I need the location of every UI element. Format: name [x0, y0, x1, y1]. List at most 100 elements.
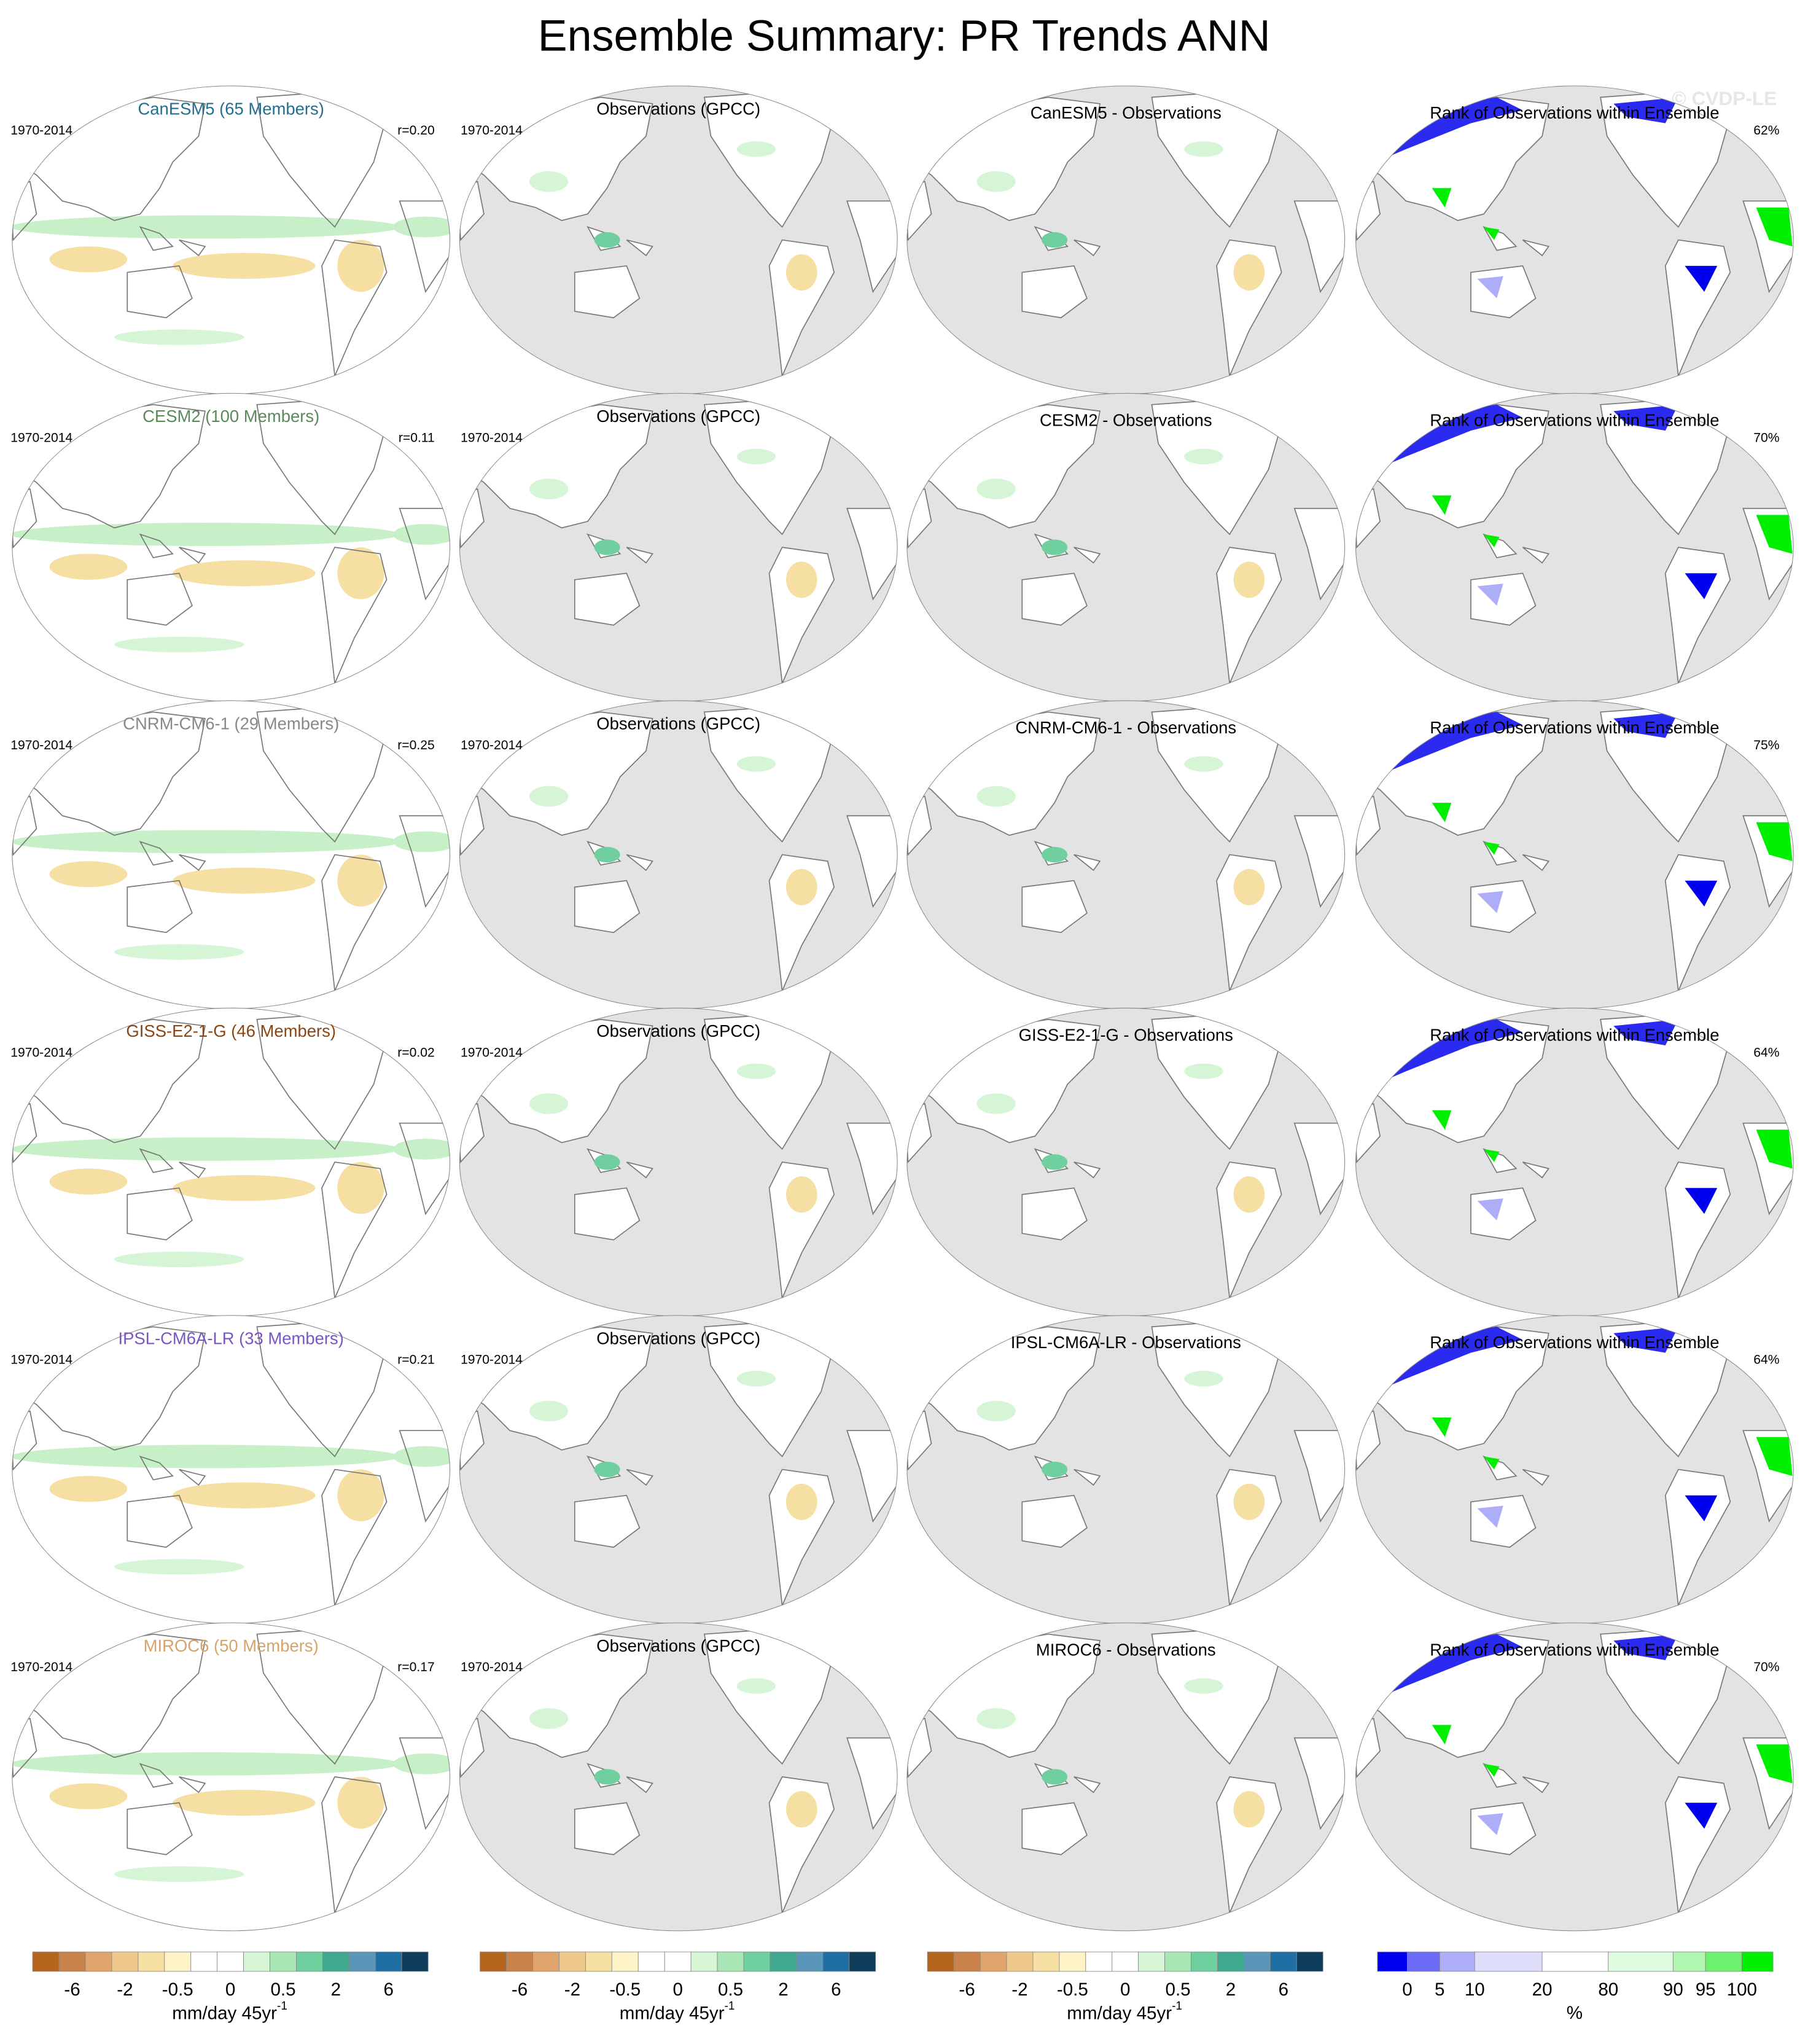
map-panel	[10, 1315, 458, 1624]
period: 1970-2014	[10, 123, 72, 138]
colorbar-box	[32, 1951, 60, 1972]
colorbar-box	[849, 1951, 876, 1972]
colorbar-box	[243, 1951, 270, 1972]
map-panel	[458, 1008, 899, 1317]
colorbar-box	[1191, 1951, 1218, 1972]
colorbar-box	[953, 1951, 981, 1972]
colorbar-box	[506, 1951, 533, 1972]
obs-title: Observations (GPCC)	[596, 1636, 760, 1655]
colorbar-box	[138, 1951, 165, 1972]
obs-title: Observations (GPCC)	[596, 1021, 760, 1040]
colorbar-box	[1439, 1951, 1475, 1972]
colorbar-box	[559, 1951, 586, 1972]
map-panel	[10, 1008, 458, 1317]
colorbar-box	[375, 1951, 402, 1972]
map-panel	[905, 393, 1346, 702]
colorbar-box	[796, 1951, 824, 1972]
colorbar-tick-label: 6	[1279, 1980, 1288, 2000]
colorbar-tick-label: 80	[1598, 1980, 1618, 2000]
colorbar-box	[270, 1951, 297, 1972]
colorbar-box	[1672, 1951, 1706, 1972]
obs-period: 1970-2014	[461, 738, 523, 752]
colorbar-tick-label: -2	[564, 1980, 580, 2000]
obs-title: Observations (GPCC)	[596, 99, 760, 119]
map-panel	[905, 700, 1346, 1009]
diff-title: GISS-E2-1-G - Observations	[1019, 1025, 1233, 1044]
colorbar-tick-label: -0.5	[1057, 1980, 1088, 2000]
period: 1970-2014	[10, 738, 72, 752]
diff-title: CESM2 - Observations	[1040, 411, 1212, 430]
colorbar-box	[480, 1951, 507, 1972]
obs-title: Observations (GPCC)	[596, 1329, 760, 1348]
colorbar-tick-label: 0	[672, 1980, 682, 2000]
colorbar-box	[1112, 1951, 1139, 1972]
model-title: CNRM-CM6-1 (29 Members)	[123, 714, 339, 733]
colorbar-box	[1407, 1951, 1440, 1972]
colorbar-box	[1541, 1951, 1609, 1972]
unit-text: mm/day 45yr	[172, 2003, 277, 2023]
colorbar-box	[190, 1951, 218, 1972]
model-title: IPSL-CM6A-LR (33 Members)	[118, 1329, 343, 1348]
map-panel	[458, 1315, 899, 1624]
colorbar-unit: mm/day 45yr-1	[1067, 2000, 1182, 2023]
colorbar-tick-label: -6	[959, 1980, 975, 2000]
obs-period: 1970-2014	[461, 431, 523, 445]
colorbar-tick-label: 0	[1120, 1980, 1130, 2000]
colorbar-box	[1269, 1951, 1297, 1972]
unit-text: mm/day 45yr	[1067, 2003, 1172, 2023]
colorbar-tick-label: -0.5	[609, 1980, 641, 2000]
colorbar-tick-label: -0.5	[162, 1980, 193, 2000]
colorbar-tick-label: -6	[512, 1980, 528, 2000]
colorbar-box	[585, 1951, 612, 1972]
map-panel	[905, 85, 1346, 394]
colorbar-box	[611, 1951, 639, 1972]
colorbar-tick-label: 6	[384, 1980, 394, 2000]
period: 1970-2014	[10, 1660, 72, 1674]
colorbar-box	[1741, 1951, 1774, 1972]
rank-percent: 62%	[1753, 123, 1779, 138]
colorbar-unit: %	[1567, 2003, 1583, 2023]
unit-exponent: -1	[725, 2000, 735, 2013]
model-title: MIROC6 (50 Members)	[144, 1636, 319, 1655]
colorbar-tick-label: 0.5	[1166, 1980, 1191, 2000]
colorbar-box	[1608, 1951, 1674, 1972]
rank-title: Rank of Observations within Ensemble	[1430, 718, 1719, 737]
colorbar-box	[770, 1951, 797, 1972]
map-panel	[10, 85, 458, 394]
rank-title: Rank of Observations within Ensemble	[1430, 1640, 1719, 1659]
rank-percent: 64%	[1753, 1353, 1779, 1367]
map-panel	[1354, 393, 1795, 702]
colorbar-tick-label: 0.5	[270, 1980, 295, 2000]
colorbar-box	[717, 1951, 744, 1972]
colorbar-tick-label: 95	[1696, 1980, 1716, 2000]
figure-title: Ensemble Summary: PR Trends ANN	[538, 11, 1271, 60]
map-panel	[458, 393, 899, 702]
map-panel	[1354, 1623, 1795, 1932]
map-panel	[905, 1623, 1346, 1932]
obs-period: 1970-2014	[461, 1660, 523, 1674]
colorbar-box	[58, 1951, 86, 1972]
map-panel	[905, 1315, 1346, 1624]
colorbar-box	[1244, 1951, 1271, 1972]
map-panel	[458, 85, 899, 394]
colorbar-box	[664, 1951, 692, 1972]
colorbar-box	[401, 1951, 429, 1972]
correlation: r=0.20	[397, 123, 434, 138]
model-title: CanESM5 (65 Members)	[138, 99, 324, 119]
rank-percent: 70%	[1753, 431, 1779, 445]
obs-title: Observations (GPCC)	[596, 714, 760, 733]
colorbar-box	[1085, 1951, 1113, 1972]
period: 1970-2014	[10, 1045, 72, 1059]
map-panel	[1354, 1008, 1795, 1317]
colorbar-tick-label: 2	[1226, 1980, 1236, 2000]
map-panel	[458, 700, 899, 1009]
colorbar-box	[822, 1951, 850, 1972]
map-panel	[10, 700, 458, 1009]
diff-title: CanESM5 - Observations	[1031, 103, 1222, 122]
map-panel	[905, 1008, 1346, 1317]
colorbar-box	[85, 1951, 112, 1972]
colorbar-box	[1705, 1951, 1742, 1972]
colorbar-tick-label: -2	[1011, 1980, 1027, 2000]
colorbar-tick-label: 5	[1435, 1980, 1444, 2000]
